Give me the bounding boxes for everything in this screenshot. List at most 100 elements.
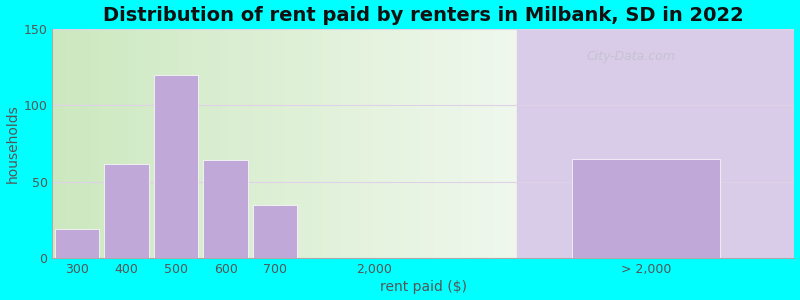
Bar: [326, 29, 331, 258]
Bar: [248, 29, 252, 258]
Bar: [513, 29, 518, 258]
Bar: [104, 29, 108, 258]
Bar: [303, 29, 308, 258]
Bar: [210, 29, 215, 258]
Bar: [410, 29, 415, 258]
Bar: [448, 29, 452, 258]
Bar: [169, 29, 174, 258]
Bar: [164, 29, 169, 258]
Bar: [346, 29, 350, 258]
Bar: [354, 29, 359, 258]
Bar: [290, 29, 294, 258]
Bar: [80, 29, 85, 258]
Bar: [466, 29, 471, 258]
Bar: [104, 164, 149, 258]
Bar: [313, 29, 318, 258]
Bar: [108, 29, 113, 258]
Bar: [480, 29, 485, 258]
Bar: [369, 29, 374, 258]
Bar: [285, 29, 290, 258]
Bar: [131, 29, 136, 258]
Bar: [499, 29, 503, 258]
Bar: [494, 29, 499, 258]
Bar: [113, 29, 118, 258]
Bar: [429, 29, 434, 258]
Bar: [382, 29, 387, 258]
Text: City-Data.com: City-Data.com: [586, 50, 675, 63]
Bar: [136, 29, 141, 258]
Bar: [192, 29, 197, 258]
Bar: [331, 29, 336, 258]
Bar: [62, 29, 66, 258]
Bar: [118, 29, 122, 258]
Bar: [57, 29, 62, 258]
Bar: [215, 29, 220, 258]
Bar: [508, 29, 513, 258]
Bar: [197, 29, 202, 258]
Bar: [122, 29, 127, 258]
Bar: [503, 29, 508, 258]
Bar: [397, 29, 401, 258]
Bar: [359, 29, 364, 258]
Bar: [471, 29, 475, 258]
Bar: [229, 29, 234, 258]
Bar: [364, 29, 369, 258]
Bar: [490, 29, 494, 258]
Bar: [374, 29, 378, 258]
Bar: [225, 29, 229, 258]
Bar: [159, 29, 164, 258]
Bar: [485, 29, 490, 258]
Bar: [271, 29, 276, 258]
Bar: [401, 29, 406, 258]
Bar: [406, 29, 410, 258]
Bar: [150, 29, 154, 258]
Bar: [322, 29, 326, 258]
Bar: [252, 29, 257, 258]
Bar: [182, 29, 187, 258]
Bar: [341, 29, 346, 258]
Bar: [220, 29, 225, 258]
Bar: [318, 29, 322, 258]
Bar: [308, 29, 313, 258]
Bar: [174, 29, 178, 258]
Bar: [178, 29, 182, 258]
Bar: [420, 29, 425, 258]
Bar: [85, 29, 90, 258]
Bar: [146, 29, 150, 258]
Bar: [99, 29, 104, 258]
Bar: [53, 29, 57, 258]
X-axis label: rent paid ($): rent paid ($): [380, 280, 467, 294]
Bar: [187, 29, 192, 258]
Bar: [127, 29, 131, 258]
Bar: [378, 29, 382, 258]
Bar: [55, 229, 99, 258]
Bar: [90, 29, 94, 258]
Bar: [387, 29, 392, 258]
Bar: [443, 29, 448, 258]
Bar: [462, 29, 466, 258]
Bar: [266, 29, 271, 258]
Bar: [425, 29, 429, 258]
Bar: [94, 29, 99, 258]
Bar: [572, 159, 720, 258]
Y-axis label: households: households: [6, 104, 19, 183]
Bar: [71, 29, 76, 258]
Bar: [415, 29, 420, 258]
Bar: [518, 29, 794, 258]
Bar: [336, 29, 341, 258]
Bar: [234, 29, 238, 258]
Bar: [457, 29, 462, 258]
Bar: [299, 29, 303, 258]
Bar: [350, 29, 354, 258]
Bar: [475, 29, 480, 258]
Bar: [238, 29, 243, 258]
Bar: [141, 29, 146, 258]
Bar: [294, 29, 299, 258]
Bar: [154, 29, 159, 258]
Bar: [253, 205, 298, 258]
Bar: [243, 29, 248, 258]
Bar: [66, 29, 71, 258]
Bar: [392, 29, 397, 258]
Bar: [154, 75, 198, 258]
Bar: [206, 29, 210, 258]
